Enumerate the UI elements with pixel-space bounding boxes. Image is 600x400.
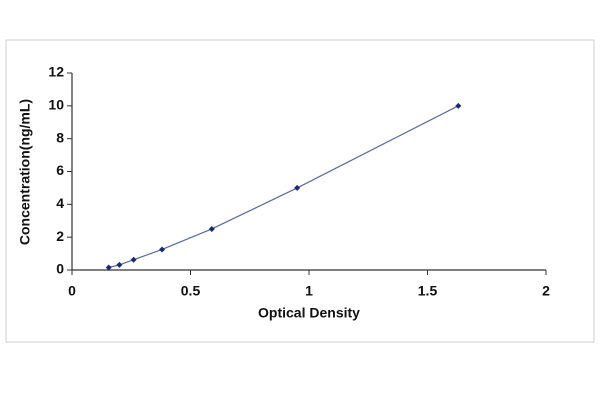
y-tick-label: 12 <box>48 64 64 80</box>
point <box>159 246 166 253</box>
x-tick-label: 1.5 <box>418 283 438 299</box>
x-axis-label: Optical Density <box>258 305 360 321</box>
point <box>116 261 123 268</box>
x-tick-label: 1 <box>305 283 313 299</box>
y-tick-label: 8 <box>56 129 64 145</box>
fit-line <box>108 105 459 269</box>
y-tick-label: 2 <box>56 228 64 244</box>
x-tick-label: 2 <box>542 283 550 299</box>
y-axis-label: Concentration(ng/mL) <box>17 99 33 245</box>
y-tick-label: 6 <box>56 162 64 178</box>
point <box>294 184 301 191</box>
x-tick-label: 0 <box>68 283 76 299</box>
y-tick-label: 4 <box>56 195 64 211</box>
point <box>105 264 112 271</box>
point <box>130 256 137 263</box>
point <box>455 102 462 109</box>
x-tick-label: 0.5 <box>181 283 201 299</box>
y-tick-label: 10 <box>48 97 64 113</box>
y-tick-label: 0 <box>56 261 64 277</box>
point <box>208 225 215 232</box>
chart-frame <box>5 39 595 343</box>
